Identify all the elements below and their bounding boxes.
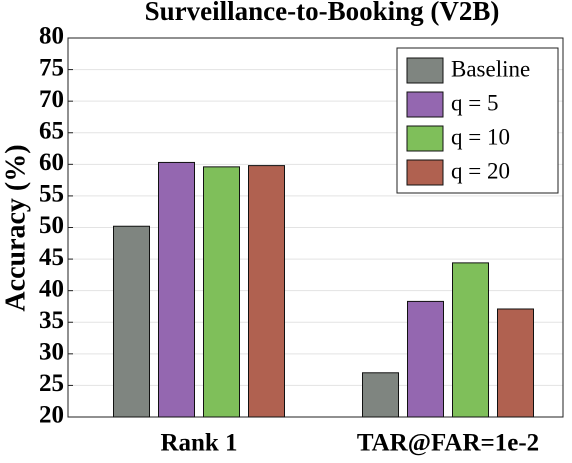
bar <box>203 166 240 418</box>
y-tick-label: 75 <box>39 54 64 81</box>
y-tick-label: 30 <box>39 339 64 366</box>
legend-label: q = 5 <box>451 90 498 115</box>
legend-swatch <box>406 125 444 152</box>
y-tick-label: 35 <box>39 307 64 334</box>
bar <box>158 161 195 418</box>
y-tick-label: 70 <box>39 86 64 113</box>
legend-swatch <box>406 57 444 84</box>
bar <box>497 308 534 418</box>
bar <box>407 300 444 418</box>
y-tick-label: 65 <box>39 117 64 144</box>
bar <box>452 262 489 418</box>
x-tick-label: Rank 1 <box>160 430 237 457</box>
legend-swatch <box>406 91 444 118</box>
plot-frame <box>67 37 564 418</box>
bar <box>113 225 150 418</box>
y-tick-label: 20 <box>39 402 64 429</box>
legend-label: Baseline <box>451 56 530 81</box>
legend-label: q = 20 <box>451 158 510 183</box>
bar <box>362 372 399 418</box>
y-tick-label: 25 <box>39 370 64 397</box>
bar <box>248 165 285 418</box>
y-tick-label: 45 <box>39 244 64 271</box>
y-tick-label: 50 <box>39 212 64 239</box>
y-tick-label: 80 <box>39 23 64 50</box>
y-tick-label: 40 <box>39 275 64 302</box>
legend-label: q = 10 <box>451 124 510 149</box>
chart-title: Surveillance-to-Booking (V2B) <box>145 0 500 26</box>
y-tick-label: 55 <box>39 181 64 208</box>
y-axis-label: Accuracy (%) <box>0 144 31 311</box>
x-tick-label: TAR@FAR=1e-2 <box>357 430 539 457</box>
legend-swatch <box>406 159 444 186</box>
y-tick-label: 60 <box>39 149 64 176</box>
